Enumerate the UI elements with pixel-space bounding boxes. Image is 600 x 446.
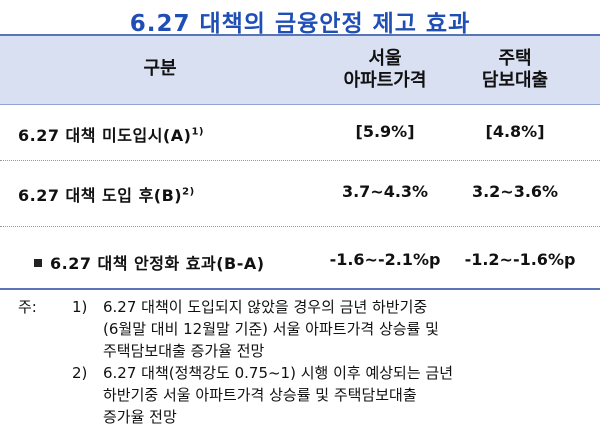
row-label: 6.27 대책 도입 후(B)2) (18, 186, 195, 205)
row-mortgage-value: 3.2~3.6% (471, 182, 559, 201)
note-line: (6월말 대비 12월말 기준) 서울 아파트가격 상승률 및 (103, 320, 439, 338)
note-number: 2) (72, 364, 88, 382)
row-divider (0, 160, 600, 161)
row-label: 6.27 대책 미도입시(A)1) (18, 126, 204, 145)
table-header: 구분 서울 아파트가격 주택 담보대출 (0, 34, 600, 105)
header-mortgage-loan: 주택 담보대출 (450, 48, 580, 92)
header-gubun: 구분 (143, 58, 177, 79)
note-line: 증가율 전망 (103, 408, 177, 426)
header-jutaek-line1: 주택 (498, 48, 532, 69)
note-text: 6.27 대책이 도입되지 않았을 경우의 금년 하반기중 (6월말 대비 12… (103, 296, 439, 362)
row-divider (0, 226, 600, 227)
row-seoul-value: 3.7~4.3% (341, 182, 429, 201)
row-label: 6.27 대책 안정화 효과(B-A) (34, 250, 265, 274)
note-number: 1) (72, 298, 88, 316)
table-bottom-border (0, 288, 600, 290)
note-text: 6.27 대책(정책강도 0.75~1) 시행 이후 예상되는 금년 하반기중 … (103, 362, 453, 428)
header-jutaek-line2: 담보대출 (481, 70, 549, 91)
page-title: 6.27 대책의 금융안정 제고 효과 (129, 11, 471, 37)
row-seoul-value: [5.9%] (355, 122, 415, 141)
note-line: 6.27 대책이 도입되지 않았을 경우의 금년 하반기중 (103, 298, 428, 316)
row-mortgage-value: [4.8%] (485, 122, 545, 141)
row-seoul-value: -1.6~-2.1%p (329, 250, 441, 269)
header-seoul-line2: 아파트가격 (343, 70, 427, 91)
note-line: 주택담보대출 증가율 전망 (103, 342, 265, 360)
square-bullet-icon (34, 258, 42, 267)
notes-label: 주: (18, 298, 37, 316)
note-line: 6.27 대책(정책강도 0.75~1) 시행 이후 예상되는 금년 (103, 364, 454, 382)
note-line: 하반기중 서울 아파트가격 상승률 및 주택담보대출 (103, 386, 417, 404)
header-seoul-line1: 서울 (368, 48, 402, 69)
row-mortgage-value: -1.2~-1.6%p (464, 250, 576, 269)
header-seoul-apartment-price: 서울 아파트가격 (320, 48, 450, 92)
